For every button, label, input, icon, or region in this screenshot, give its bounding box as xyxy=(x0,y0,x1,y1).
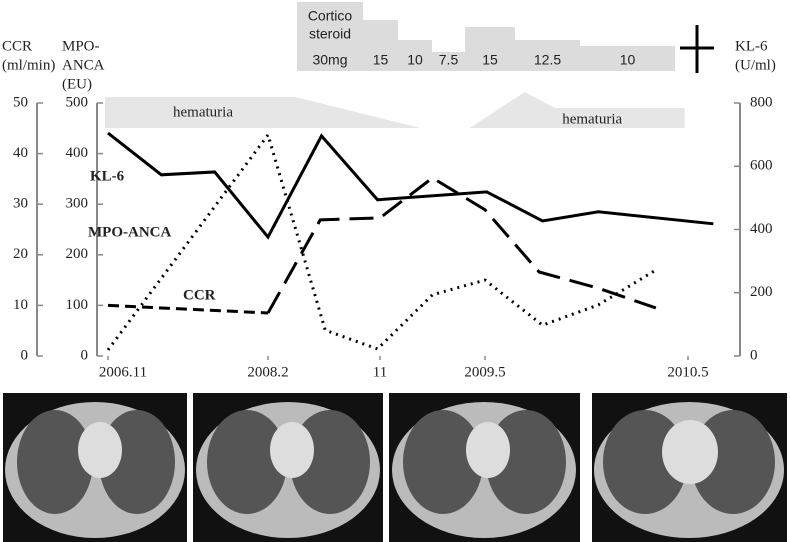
x-tick-label: 2009.5 xyxy=(464,364,505,380)
steroid-dose: 10 xyxy=(407,52,423,68)
steroid-step xyxy=(363,20,398,71)
series-line xyxy=(107,303,269,315)
y-tick-label: 500 xyxy=(66,94,89,110)
y-tick-label: 0 xyxy=(81,347,89,363)
y-tick-label: 100 xyxy=(66,297,89,313)
hematuria-band xyxy=(105,97,421,128)
y-tick-label: 0 xyxy=(21,347,29,363)
ct-heart xyxy=(78,420,718,484)
y-tick-label: 600 xyxy=(750,158,773,174)
steroid-label: steroid xyxy=(309,26,351,42)
series-line xyxy=(106,131,657,351)
x-tick-label: 11 xyxy=(373,364,387,380)
x-tick-label: 2008.2 xyxy=(247,364,288,380)
series-label: CCR xyxy=(183,287,216,303)
y-tick-label: 200 xyxy=(750,284,773,300)
ct-lungs xyxy=(17,410,775,514)
series-label: MPO-ANCA xyxy=(88,224,171,240)
hematuria-label: hematuria xyxy=(562,111,622,127)
axis-label: (U/ml) xyxy=(735,57,776,73)
ct-images xyxy=(3,393,787,542)
axis-label: (ml/min) xyxy=(2,57,55,73)
y-tick-label: 10 xyxy=(13,297,28,313)
axis-label: MPO- xyxy=(62,38,100,54)
y-tick-label: 400 xyxy=(750,221,773,237)
steroid-label: Cortico xyxy=(308,8,353,24)
axis-label: (EU) xyxy=(62,76,92,92)
x-tick-label: 2010.5 xyxy=(667,364,708,380)
steroid-step xyxy=(398,40,432,71)
axis-label: ANCA xyxy=(62,57,105,73)
steroid-dose: 7.5 xyxy=(439,52,459,68)
steroid-step xyxy=(465,27,515,71)
y-tick-label: 50 xyxy=(13,94,28,110)
steroid-step xyxy=(515,40,580,71)
steroid-dose: 10 xyxy=(620,52,636,68)
y-tick-label: 800 xyxy=(750,94,773,110)
steroid-step xyxy=(580,46,675,71)
axis-label: CCR xyxy=(2,38,32,54)
x-tick-label: 2006.11 xyxy=(99,364,147,380)
steroid-dose: 30mg xyxy=(312,52,347,68)
y-tick-label: 0 xyxy=(750,347,758,363)
hematuria-label: hematuria xyxy=(173,104,233,120)
steroid-step xyxy=(297,2,363,71)
series-line xyxy=(107,131,714,240)
y-tick-label: 200 xyxy=(66,246,89,262)
steroid-dose: 12.5 xyxy=(534,52,561,68)
steroid-dose: 15 xyxy=(373,52,389,68)
y-tick-label: 400 xyxy=(66,145,89,161)
steroid-step xyxy=(432,52,465,71)
hematuria-band xyxy=(469,92,685,128)
series-label: KL-6 xyxy=(90,168,125,184)
y-tick-label: 300 xyxy=(66,196,89,212)
y-tick-label: 30 xyxy=(13,196,28,212)
y-tick-label: 20 xyxy=(13,246,28,262)
axis-label: KL-6 xyxy=(735,38,768,54)
y-tick-label: 40 xyxy=(13,145,28,161)
series-line xyxy=(266,176,657,314)
steroid-dose: 15 xyxy=(482,52,498,68)
